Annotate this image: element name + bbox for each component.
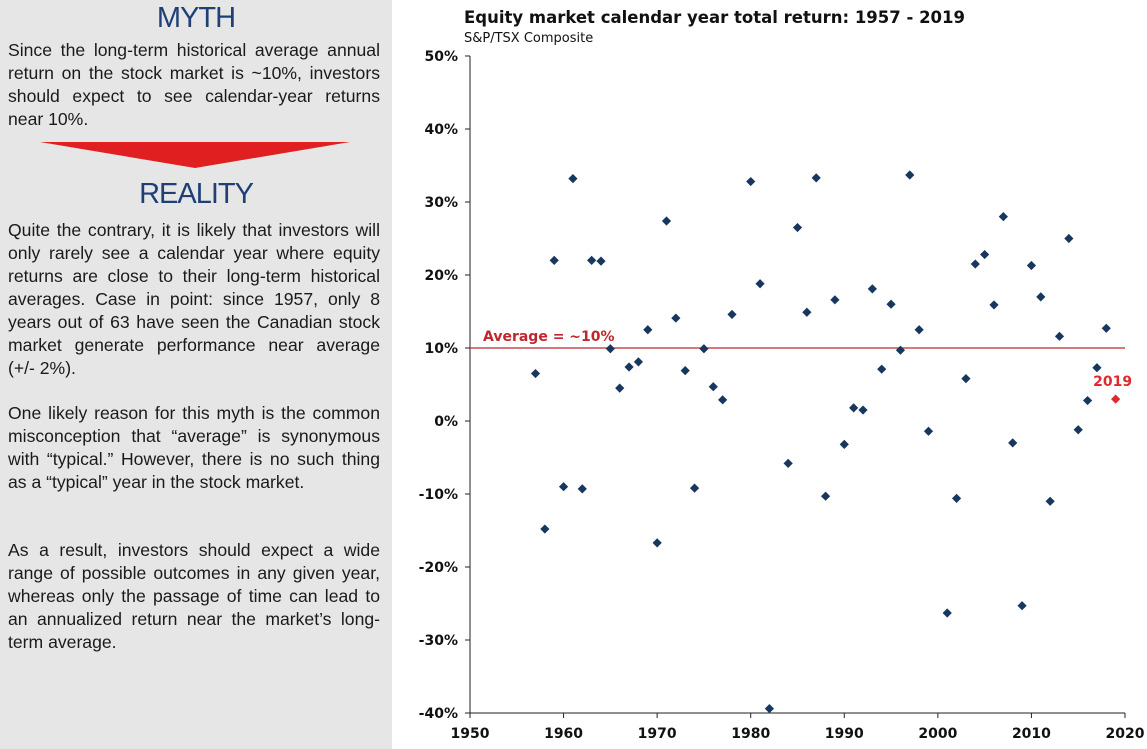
data-point (718, 395, 728, 405)
reality-paragraph-1: Quite the contrary, it is likely that in… (8, 220, 380, 378)
data-point (905, 170, 915, 180)
data-point (596, 256, 606, 266)
data-point (1036, 292, 1046, 302)
data-point (811, 173, 821, 183)
y-tick-label: -10% (419, 487, 458, 503)
data-point (671, 313, 681, 323)
data-point (877, 364, 887, 374)
data-point (661, 216, 672, 226)
x-tick-label: 1980 (731, 726, 770, 742)
data-point (577, 484, 587, 494)
data-point (802, 307, 812, 317)
y-tick-label: 20% (424, 268, 458, 284)
y-tick-label: 0% (434, 414, 458, 430)
highlight-label: 2019 (1093, 374, 1132, 390)
data-point (1008, 438, 1018, 448)
data-point (633, 357, 644, 367)
x-tick-label: 2010 (1012, 726, 1051, 742)
data-point (961, 374, 971, 384)
data-point (727, 309, 737, 320)
data-point (839, 439, 849, 449)
data-point (708, 382, 718, 392)
data-point (998, 212, 1008, 222)
myth-reality-panel: MYTH Since the long-term historical aver… (0, 0, 392, 749)
data-point (568, 174, 578, 184)
data-point (1064, 233, 1074, 244)
myth-text: Since the long-term historical average a… (8, 40, 380, 129)
data-point (540, 524, 550, 534)
average-label: Average = ~10% (483, 329, 615, 345)
data-point (858, 405, 868, 415)
data-point (689, 483, 700, 493)
data-point (1101, 323, 1111, 333)
data-point (699, 344, 709, 354)
data-point (942, 608, 952, 618)
data-point (849, 403, 859, 413)
data-point (680, 366, 690, 376)
myth-heading: MYTH (156, 2, 236, 34)
x-tick-label: 2000 (918, 726, 957, 742)
data-point (1082, 395, 1093, 406)
data-point (783, 458, 793, 468)
down-arrow-icon (40, 142, 350, 168)
data-point (923, 426, 934, 436)
y-tick-label: -40% (419, 706, 458, 722)
data-point (1045, 496, 1055, 506)
y-tick-label: 30% (424, 195, 458, 211)
x-tick-label: 2020 (1106, 726, 1145, 742)
highlight-point-2019 (1111, 394, 1121, 404)
y-tick-label: -20% (419, 560, 458, 576)
reality-heading: REALITY (139, 178, 254, 210)
data-point (624, 362, 634, 372)
y-tick-label: 50% (424, 49, 458, 65)
y-tick-label: -30% (419, 633, 458, 649)
data-point (980, 249, 990, 260)
x-tick-label: 1990 (825, 726, 864, 742)
y-tick-label: 40% (424, 122, 458, 138)
data-point (755, 279, 765, 289)
chart-subtitle: S&P/TSX Composite (464, 31, 594, 46)
data-point (820, 491, 831, 501)
x-tick-label: 1950 (451, 726, 490, 742)
data-point (1017, 601, 1027, 611)
data-point (792, 222, 803, 233)
reality-paragraph-2: One likely reason for this myth is the c… (8, 403, 380, 492)
data-point (951, 493, 962, 503)
y-tick-label: 10% (424, 341, 458, 357)
data-point (1073, 425, 1083, 435)
reality-paragraph-3: As a result, investors should expect a w… (8, 540, 380, 652)
x-tick-label: 1970 (638, 726, 677, 742)
data-point (895, 345, 906, 355)
chart-title: Equity market calendar year total return… (464, 8, 966, 27)
data-point (549, 255, 559, 265)
data-point (587, 255, 597, 265)
data-point (746, 176, 756, 187)
data-point (970, 259, 980, 269)
chart-panel: Equity market calendar year total return… (400, 0, 1147, 749)
data-point (530, 368, 541, 379)
data-point (652, 538, 662, 548)
scatter-chart: 50% 40% 30% 20% 10% 0% -10% -20% -30% -40% 1950 196… (419, 49, 1145, 742)
x-tick-label: 1960 (544, 726, 583, 742)
data-point (558, 482, 569, 492)
data-point (605, 344, 615, 354)
data-point (1026, 260, 1037, 271)
data-point (914, 325, 924, 335)
data-point (1092, 363, 1102, 373)
data-point (764, 704, 775, 714)
data-point (615, 383, 625, 393)
data-point (867, 284, 877, 294)
data-point (830, 295, 840, 305)
data-point (643, 325, 653, 335)
data-point (989, 300, 999, 310)
data-point (1054, 331, 1065, 341)
data-point (886, 299, 896, 309)
